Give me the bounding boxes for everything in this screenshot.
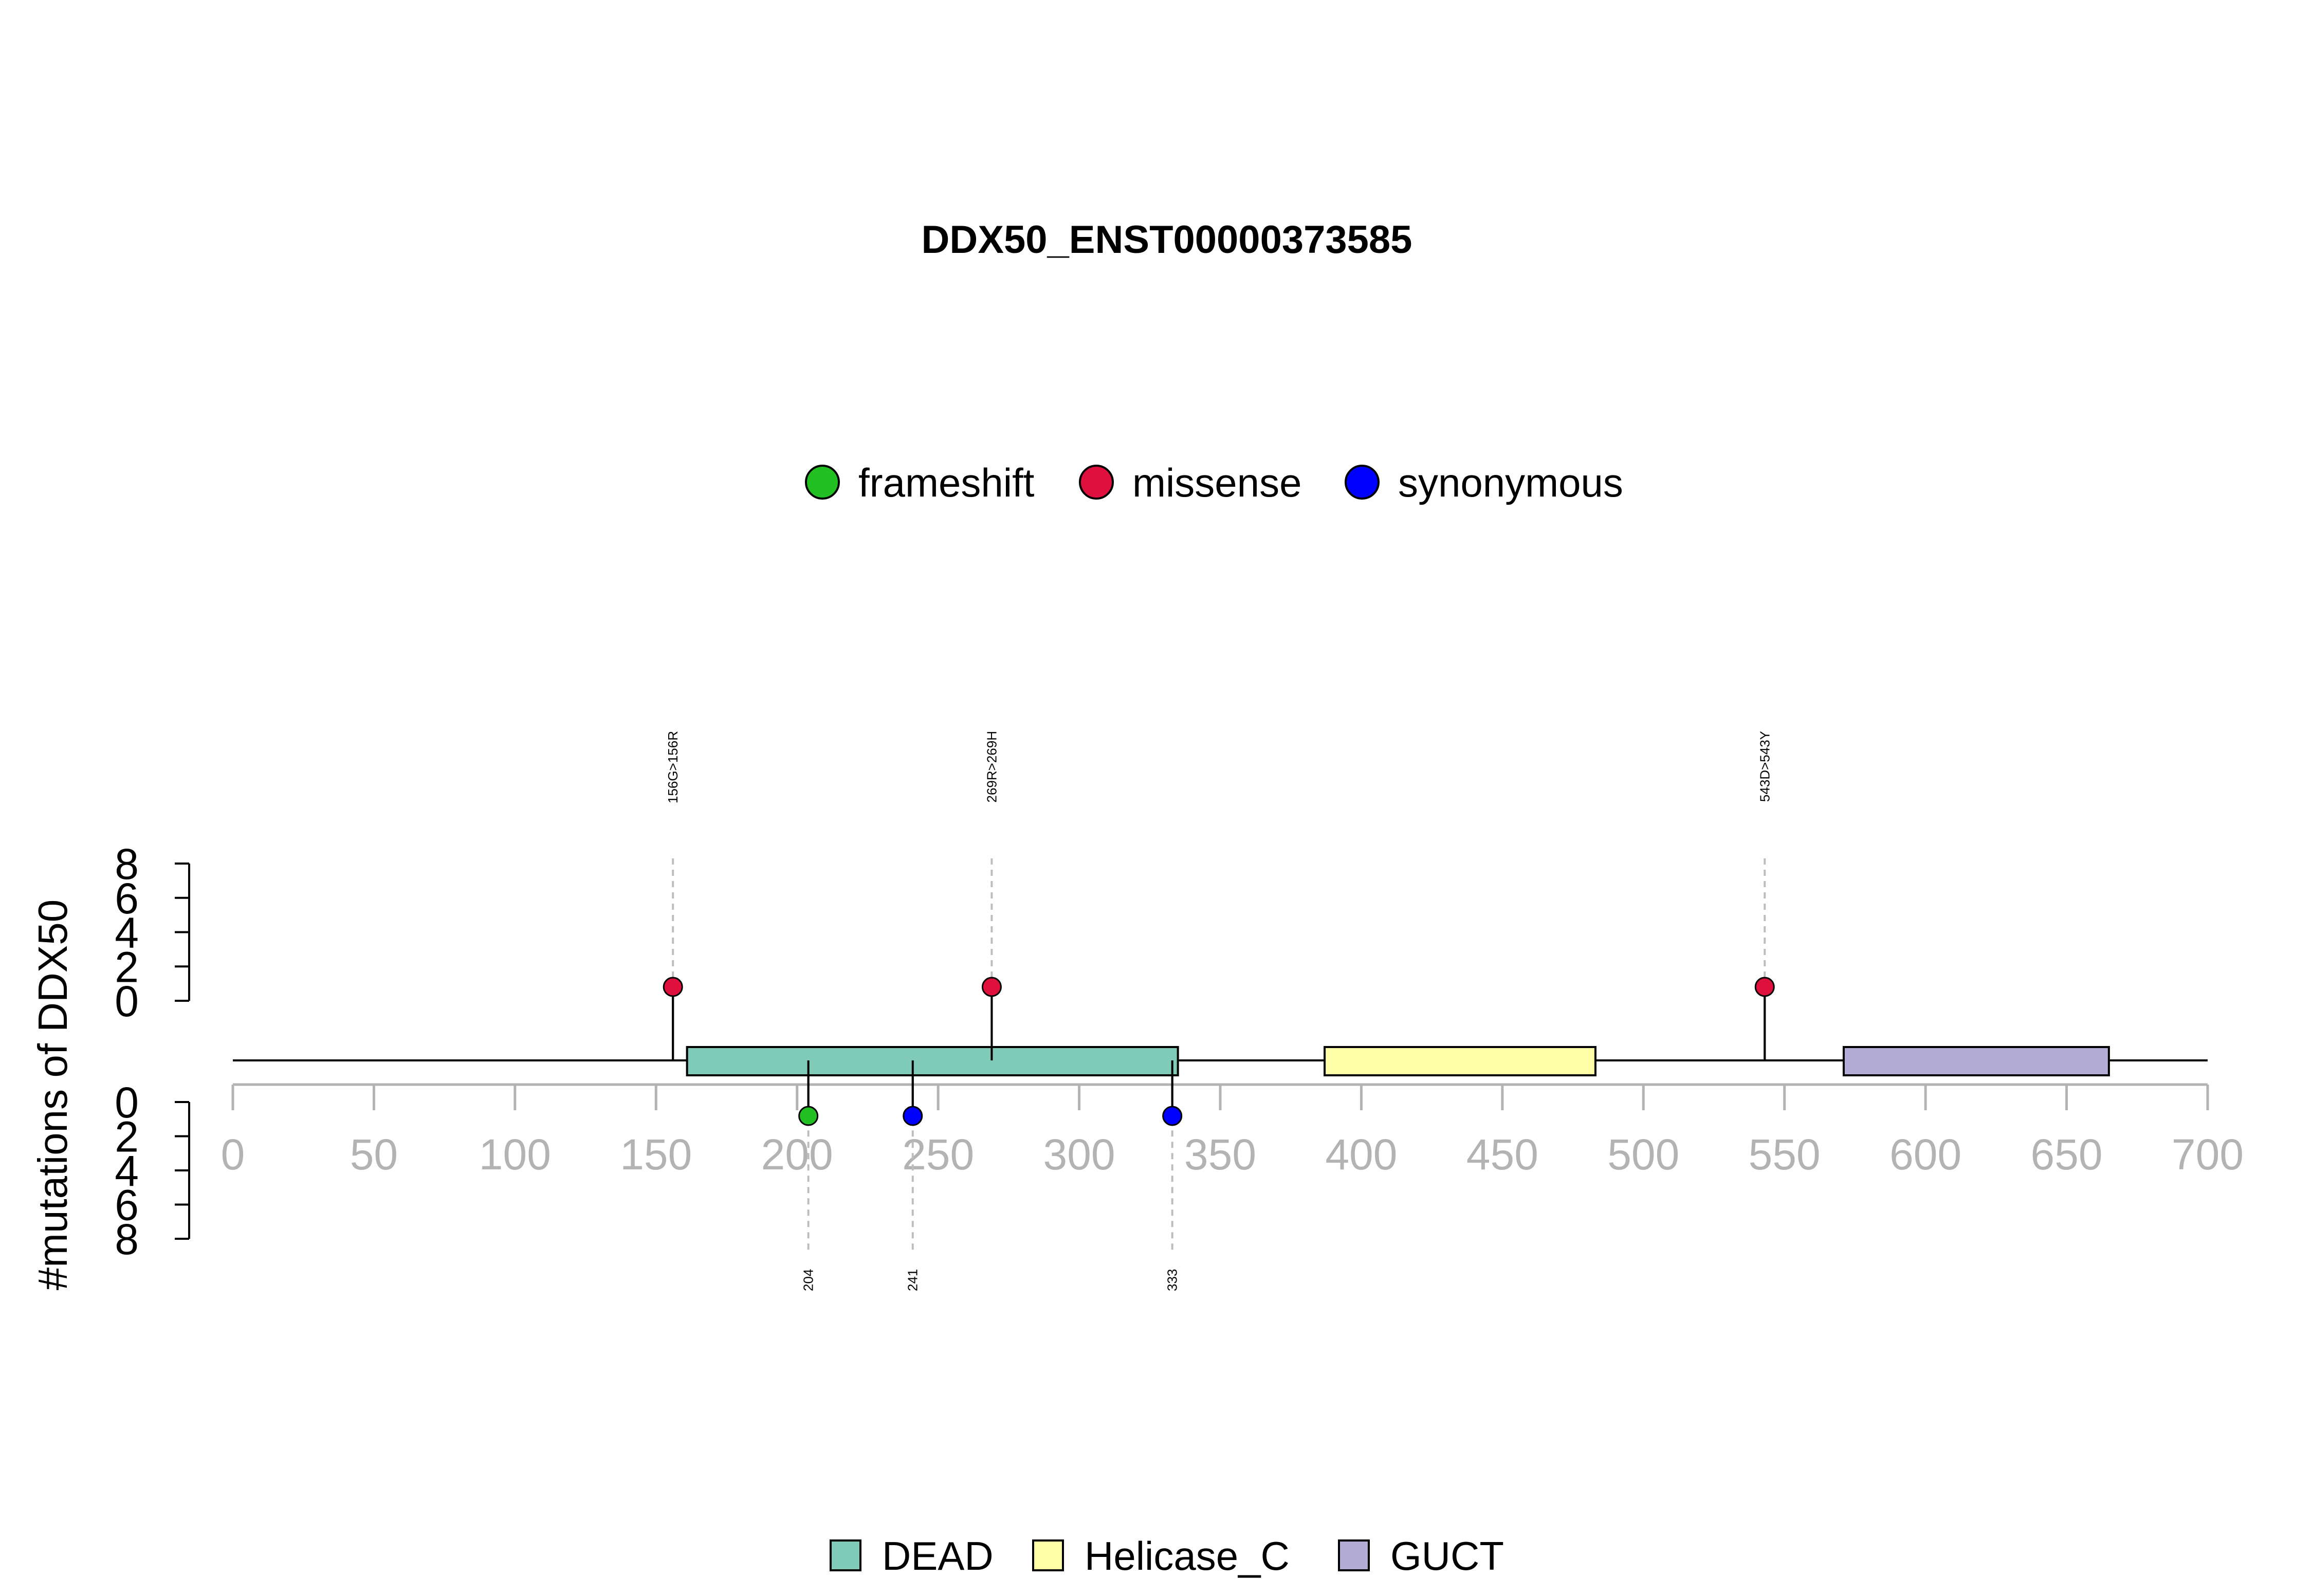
x-tick-label: 0 xyxy=(221,1130,245,1179)
x-tick-label: 50 xyxy=(350,1130,398,1179)
y-top-tick-label: 4 xyxy=(115,909,139,957)
mutation-label: 204 xyxy=(801,1269,816,1291)
legend-label-missense: missense xyxy=(1132,460,1301,505)
domain-GUCT xyxy=(1842,1046,2110,1076)
y-axis-label: #mutations of DDX50 xyxy=(30,900,76,1290)
chart-title: DDX50_ENST00000373585 xyxy=(922,218,1412,262)
domain-legend: DEAD Helicase_C GUCT xyxy=(830,1533,1504,1579)
x-tick-label: 600 xyxy=(1889,1130,1961,1179)
legend-label-Helicase_C: Helicase_C xyxy=(1085,1533,1290,1579)
x-tick-label: 200 xyxy=(761,1130,833,1179)
domains-layer xyxy=(672,996,2110,1107)
y-top-tick-label: 2 xyxy=(115,943,139,991)
mutations-layer: 156G>156R 269R>269H 543D>543Y 204 241 333 xyxy=(663,731,1775,1291)
mutation-label: 333 xyxy=(1165,1269,1180,1291)
mutation-point-synonymous xyxy=(1162,1106,1183,1126)
x-tick-label: 100 xyxy=(479,1130,551,1179)
mutation-point-synonymous xyxy=(903,1106,923,1126)
mutation-point-missense xyxy=(1754,977,1775,997)
x-tick-label: 450 xyxy=(1466,1130,1538,1179)
x-tick-label: 400 xyxy=(1325,1130,1397,1179)
mutation-point-missense xyxy=(981,977,1002,997)
mutation-point-missense xyxy=(663,977,683,997)
x-tick-label: 350 xyxy=(1184,1130,1256,1179)
legend-label-frameshift: frameshift xyxy=(858,460,1035,505)
legend-swatch-GUCT xyxy=(1338,1539,1370,1571)
x-tick-label: 150 xyxy=(620,1130,692,1179)
mutation-label: 543D>543Y xyxy=(1757,731,1772,802)
y-top-tick-label: 0 xyxy=(115,977,139,1025)
x-tick-label: 700 xyxy=(2172,1130,2244,1179)
x-tick-label: 250 xyxy=(902,1130,974,1179)
legend-label-DEAD: DEAD xyxy=(882,1533,994,1579)
y-top-tick-label: 6 xyxy=(115,874,139,923)
x-tick-label: 650 xyxy=(2030,1130,2102,1179)
mutation-label: 269R>269H xyxy=(984,731,999,803)
legend-label-synonymous: synonymous xyxy=(1398,460,1623,505)
y-bottom-tick-label: 0 xyxy=(115,1078,139,1127)
y-bottom-tick-label: 6 xyxy=(115,1181,139,1230)
legend-swatch-Helicase_C xyxy=(1032,1539,1064,1571)
legend-swatch-DEAD xyxy=(830,1539,861,1571)
legend-marker-missense xyxy=(1079,465,1114,500)
x-tick-label: 500 xyxy=(1607,1130,1679,1179)
legend-marker-frameshift xyxy=(805,465,840,500)
y-bottom-tick-label: 8 xyxy=(115,1215,139,1263)
mutation-label: 241 xyxy=(905,1269,921,1291)
domain-DEAD xyxy=(686,1046,1179,1076)
domain-Helicase_C xyxy=(1324,1046,1596,1076)
mutation-point-frameshift xyxy=(798,1106,819,1126)
y-top-tick-label: 8 xyxy=(115,840,139,888)
legend-label-GUCT: GUCT xyxy=(1390,1533,1504,1579)
y-bottom-tick-label: 4 xyxy=(115,1147,139,1195)
mutation-legend: frameshift missense synonymous xyxy=(805,460,1623,505)
mutation-label: 156G>156R xyxy=(665,731,681,803)
legend-marker-synonymous xyxy=(1345,465,1380,500)
x-tick-label: 550 xyxy=(1749,1130,1821,1179)
x-tick-label: 300 xyxy=(1043,1130,1115,1179)
x-axis: 0 50 100 150 200 250 300 350 400 450 500 550 600 650 7… xyxy=(221,1083,2244,1179)
y-bottom-tick-label: 2 xyxy=(115,1113,139,1161)
